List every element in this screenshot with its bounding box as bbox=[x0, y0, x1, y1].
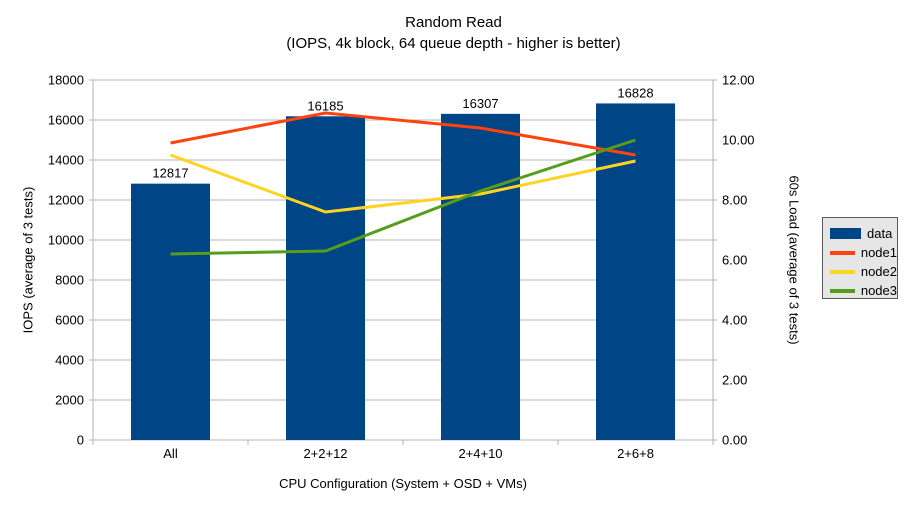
chart-title: Random Read bbox=[405, 14, 502, 31]
right-tick-label: 12.00 bbox=[722, 73, 755, 88]
bar-value-label: 16185 bbox=[307, 98, 343, 113]
bar-data bbox=[441, 113, 520, 441]
legend-label: data bbox=[867, 226, 893, 241]
line-node2 bbox=[169, 153, 636, 214]
line-node3 bbox=[170, 138, 636, 256]
left-tick-label: 6000 bbox=[55, 313, 84, 328]
chart-titles: Random Read (IOPS, 4k block, 64 queue de… bbox=[0, 12, 907, 54]
bar-value-label: 12817 bbox=[152, 166, 188, 181]
right-tick-label: 2.00 bbox=[722, 373, 747, 388]
legend-label: node2 bbox=[860, 264, 897, 279]
legend-label: node3 bbox=[860, 283, 897, 298]
right-tick-label: 4.00 bbox=[722, 313, 747, 328]
legend-item-node1: node1 bbox=[830, 243, 897, 262]
legend-item-node3: node3 bbox=[830, 281, 897, 300]
left-tick-label: 0 bbox=[77, 433, 84, 448]
left-tick-label: 16000 bbox=[48, 113, 84, 128]
legend-swatch-line bbox=[830, 269, 855, 274]
legend-swatch-line bbox=[830, 288, 855, 293]
category-label: 2+6+8 bbox=[617, 446, 654, 461]
left-tick-label: 2000 bbox=[55, 393, 84, 408]
left-axis-title: IOPS (average of 3 tests) bbox=[20, 186, 36, 334]
legend-item-node2: node2 bbox=[830, 262, 897, 281]
bar-data bbox=[286, 116, 365, 441]
bar-data bbox=[596, 103, 675, 440]
left-tick-label: 10000 bbox=[48, 233, 84, 248]
legend: data node1 node2 node3 bbox=[822, 217, 898, 299]
legend-swatch-bar bbox=[830, 228, 861, 239]
category-label: 2+4+10 bbox=[458, 446, 502, 461]
left-tick-label: 8000 bbox=[55, 273, 84, 288]
bar-data bbox=[131, 183, 210, 440]
left-tick-label: 14000 bbox=[48, 153, 84, 168]
bar-value-label: 16307 bbox=[462, 96, 498, 111]
left-tick-label: 18000 bbox=[48, 73, 84, 88]
category-label: All bbox=[163, 446, 178, 461]
left-tick-label: 4000 bbox=[55, 353, 84, 368]
category-label: 2+2+12 bbox=[303, 446, 347, 461]
legend-swatch-line bbox=[830, 250, 855, 255]
line-node1 bbox=[170, 111, 636, 157]
legend-label: node1 bbox=[860, 245, 897, 260]
left-tick-label: 12000 bbox=[48, 193, 84, 208]
right-tick-label: 10.00 bbox=[722, 133, 755, 148]
bar-value-label: 16828 bbox=[617, 85, 653, 100]
right-tick-label: 0.00 bbox=[722, 433, 747, 448]
right-tick-label: 8.00 bbox=[722, 193, 747, 208]
right-tick-label: 6.00 bbox=[722, 253, 747, 268]
right-axis-title: 60s Load (average of 3 tests) bbox=[786, 175, 802, 345]
legend-item-data: data bbox=[830, 224, 897, 243]
x-axis-title: CPU Configuration (System + OSD + VMs) bbox=[279, 476, 527, 491]
chart-subtitle: (IOPS, 4k block, 64 queue depth - higher… bbox=[286, 35, 621, 52]
